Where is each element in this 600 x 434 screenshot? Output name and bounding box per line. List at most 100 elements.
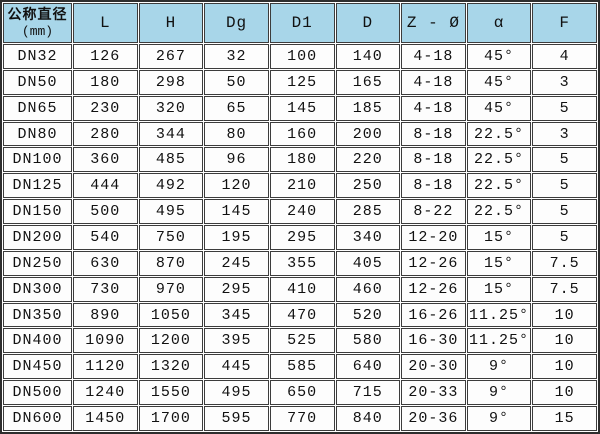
table-row: DN600 1450 1700 595 770 840 20-36 9° 15 xyxy=(3,406,597,431)
col-header-H: H xyxy=(138,3,204,43)
cell-L: 126 xyxy=(73,44,138,69)
row-label-dn: DN125 xyxy=(3,173,72,199)
row-label-dn: DN250 xyxy=(3,250,72,276)
cell-L: 1450 xyxy=(73,406,138,431)
col-header-L: L xyxy=(73,3,138,43)
cell-D: 405 xyxy=(335,250,401,276)
row-label-dn: DN600 xyxy=(3,406,72,431)
cell-Z-holes: 12-26 xyxy=(401,250,466,276)
row-label-dn: DN300 xyxy=(3,276,72,302)
row-label-dn: DN350 xyxy=(3,302,72,328)
cell-L: 280 xyxy=(73,121,138,147)
table-row: DN500 1240 1550 495 650 715 20-33 9° 10 xyxy=(3,380,597,406)
cell-D1: 240 xyxy=(269,199,335,225)
row-label-dn: DN150 xyxy=(3,199,72,225)
table-row: DN150 500 495 145 240 285 8-22 22.5° 5 xyxy=(3,199,597,225)
cell-H: 1200 xyxy=(138,328,204,354)
cell-D1: 470 xyxy=(269,302,335,328)
cell-L: 500 xyxy=(73,199,138,225)
table-row: DN65 230 320 65 145 185 4-18 45° 5 xyxy=(3,95,597,121)
cell-D1: 650 xyxy=(269,380,335,406)
cell-F: 10 xyxy=(532,380,597,406)
cell-Z-holes: 20-30 xyxy=(401,354,466,380)
cell-D: 220 xyxy=(335,147,401,173)
cell-D: 140 xyxy=(335,44,401,69)
cell-D1: 585 xyxy=(269,354,335,380)
cell-F: 5 xyxy=(532,95,597,121)
table-row: DN450 1120 1320 445 585 640 20-30 9° 10 xyxy=(3,354,597,380)
cell-Dg: 96 xyxy=(204,147,269,173)
cell-D1: 210 xyxy=(269,173,335,199)
cell-Z-holes: 8-18 xyxy=(401,173,466,199)
cell-Dg: 195 xyxy=(204,225,269,250)
table-row: DN400 1090 1200 395 525 580 16-30 11.25° 10 xyxy=(3,328,597,354)
cell-F: 10 xyxy=(532,302,597,328)
cell-F: 5 xyxy=(532,225,597,250)
cell-F: 3 xyxy=(532,121,597,147)
cell-D: 840 xyxy=(335,406,401,431)
cell-Dg: 80 xyxy=(204,121,269,147)
row-label-dn: DN80 xyxy=(3,121,72,147)
cell-D: 460 xyxy=(335,276,401,302)
cell-F: 15 xyxy=(532,406,597,431)
cell-L: 890 xyxy=(73,302,138,328)
cell-alpha: 22.5° xyxy=(466,147,532,173)
cell-alpha: 9° xyxy=(466,406,532,431)
cell-D1: 525 xyxy=(269,328,335,354)
cell-Z-holes: 4-18 xyxy=(401,95,466,121)
cell-F: 7.5 xyxy=(532,276,597,302)
cell-D: 715 xyxy=(335,380,401,406)
cell-H: 1320 xyxy=(138,354,204,380)
cell-D: 520 xyxy=(335,302,401,328)
cell-D1: 125 xyxy=(269,69,335,95)
table-row: DN50 180 298 50 125 165 4-18 45° 3 xyxy=(3,69,597,95)
row-label-dn: DN200 xyxy=(3,225,72,250)
cell-alpha: 9° xyxy=(466,354,532,380)
cell-Dg: 145 xyxy=(204,199,269,225)
col-header-Dg: Dg xyxy=(204,3,269,43)
cell-D1: 180 xyxy=(269,147,335,173)
cell-alpha: 15° xyxy=(466,250,532,276)
row-label-dn: DN32 xyxy=(3,44,72,69)
cell-D1: 100 xyxy=(269,44,335,69)
cell-D: 640 xyxy=(335,354,401,380)
cell-alpha: 45° xyxy=(466,95,532,121)
table-row: DN80 280 344 80 160 200 8-18 22.5° 3 xyxy=(3,121,597,147)
corner-unit: (mm) xyxy=(21,24,54,39)
cell-D: 165 xyxy=(335,69,401,95)
cell-Z-holes: 12-26 xyxy=(401,276,466,302)
cell-Dg: 345 xyxy=(204,302,269,328)
cell-F: 5 xyxy=(532,199,597,225)
col-header-Z-holes: Z - Ø xyxy=(401,3,466,43)
table-row: DN200 540 750 195 295 340 12-20 15° 5 xyxy=(3,225,597,250)
cell-F: 3 xyxy=(532,69,597,95)
cell-L: 1120 xyxy=(73,354,138,380)
cell-alpha: 15° xyxy=(466,225,532,250)
row-label-dn: DN65 xyxy=(3,95,72,121)
table-row: DN350 890 1050 345 470 520 16-26 11.25° 10 xyxy=(3,302,597,328)
cell-H: 750 xyxy=(138,225,204,250)
cell-Z-holes: 4-18 xyxy=(401,69,466,95)
cell-Z-holes: 12-20 xyxy=(401,225,466,250)
table-row: DN100 360 485 96 180 220 8-18 22.5° 5 xyxy=(3,147,597,173)
table-body: DN32 126 267 32 100 140 4-18 45° 4 DN50 180 298 50 12… xyxy=(3,44,597,431)
cell-Z-holes: 16-30 xyxy=(401,328,466,354)
cell-alpha: 22.5° xyxy=(466,121,532,147)
table-row: DN125 444 492 120 210 250 8-18 22.5° 5 xyxy=(3,173,597,199)
row-label-dn: DN400 xyxy=(3,328,72,354)
cell-D1: 770 xyxy=(269,406,335,431)
cell-L: 360 xyxy=(73,147,138,173)
cell-Dg: 595 xyxy=(204,406,269,431)
cell-Z-holes: 8-18 xyxy=(401,147,466,173)
cell-F: 5 xyxy=(532,173,597,199)
cell-alpha: 45° xyxy=(466,44,532,69)
cell-H: 344 xyxy=(138,121,204,147)
cell-Z-holes: 20-36 xyxy=(401,406,466,431)
cell-D1: 160 xyxy=(269,121,335,147)
col-header-D1: D1 xyxy=(269,3,335,43)
cell-Z-holes: 16-26 xyxy=(401,302,466,328)
cell-Z-holes: 8-18 xyxy=(401,121,466,147)
cell-F: 10 xyxy=(532,328,597,354)
cell-L: 230 xyxy=(73,95,138,121)
cell-alpha: 9° xyxy=(466,380,532,406)
